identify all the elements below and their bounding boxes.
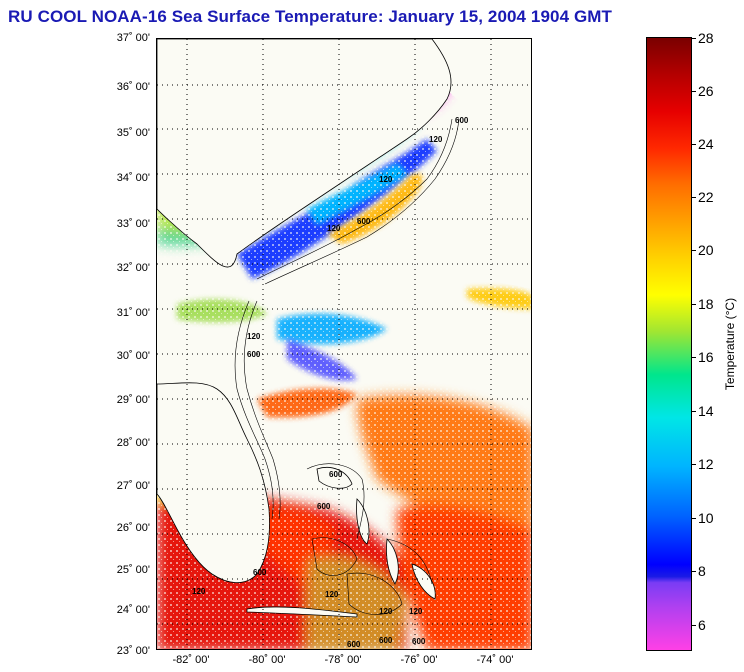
contour-label: 120: [379, 175, 393, 184]
contour-label: 600: [329, 470, 343, 479]
colorbar-tick: [691, 357, 696, 358]
lat-label: 32˚ 00': [116, 262, 150, 274]
lat-label: 24˚ 00': [116, 604, 150, 616]
colorbar-label: 20: [698, 242, 714, 258]
sst-map[interactable]: 600 120 120 600 120 120 600 600 600 120 …: [156, 38, 532, 650]
contour-label: 600: [347, 640, 361, 649]
colorbar-label: 8: [698, 563, 706, 579]
contour-label: 120: [325, 590, 339, 599]
contour-label: 120: [247, 332, 261, 341]
lon-label: -80˚ 00': [248, 654, 286, 666]
lat-label: 31˚ 00': [116, 307, 150, 319]
map-title: RU COOL NOAA-16 Sea Surface Temperature:…: [8, 7, 613, 26]
contour-label: 120: [429, 135, 443, 144]
colorbar-label: 24: [698, 136, 714, 152]
grid-lines: [157, 39, 531, 649]
coastline: [157, 39, 452, 584]
colorbar-tick: [691, 304, 696, 305]
colorbar-tick: [691, 411, 696, 412]
sst-map-image: 600 120 120 600 120 120 600 600 600 120 …: [157, 39, 531, 649]
contour-label: 600: [412, 637, 426, 646]
lat-label: 27˚ 00': [116, 480, 150, 492]
colorbar-unit-label: Temperature (°C): [723, 297, 737, 391]
colorbar-tick: [691, 144, 696, 145]
colorbar-label: 16: [698, 349, 714, 365]
lat-label: 25˚ 00': [116, 564, 150, 576]
lat-label: 37˚ 00': [116, 32, 150, 44]
colorbar-label: 6: [698, 617, 706, 633]
lat-label: 29˚ 00': [116, 394, 150, 406]
contour-label: 120: [192, 587, 206, 596]
colorbar-label: 14: [698, 403, 714, 419]
contour-label: 120: [409, 607, 423, 616]
lon-label: -78˚ 00': [324, 654, 362, 666]
lat-label: 34˚ 00': [116, 172, 150, 184]
lat-label: 30˚ 00': [116, 350, 150, 362]
lon-label: -76˚ 00': [400, 654, 438, 666]
contour-label: 600: [317, 502, 331, 511]
bathymetry-contours: [234, 118, 460, 615]
colorbar-tick: [691, 625, 696, 626]
lat-label: 23˚ 00': [116, 645, 150, 657]
colorbar-tick: [691, 518, 696, 519]
lon-label: -74˚ 00': [476, 654, 514, 666]
lon-label: -82˚ 00': [172, 654, 210, 666]
colorbar-tick: [691, 38, 696, 39]
colorbar-label: 22: [698, 189, 714, 205]
colorbar-tick: [691, 571, 696, 572]
colorbar-label: 10: [698, 510, 714, 526]
contour-label: 600: [379, 636, 393, 645]
colorbar-label: 12: [698, 456, 714, 472]
lat-label: 28˚ 00': [116, 437, 150, 449]
contour-label: 120: [379, 607, 393, 616]
lat-label: 36˚ 00': [116, 81, 150, 93]
contour-label: 600: [247, 350, 261, 359]
islands: [246, 467, 436, 618]
colorbar-tick: [691, 91, 696, 92]
contour-label: 600: [357, 217, 371, 226]
colorbar-label: 26: [698, 83, 714, 99]
lat-label: 26˚ 00': [116, 522, 150, 534]
contour-labels: 600 120 120 600 120 120 600 600 600 120 …: [192, 116, 469, 649]
colorbar-label: 28: [698, 30, 714, 46]
contour-label: 120: [327, 224, 341, 233]
colorbar-tick: [691, 197, 696, 198]
contour-label: 600: [253, 568, 267, 577]
colorbar-label: 18: [698, 296, 714, 312]
temperature-colorbar: [646, 37, 692, 651]
contour-label: 600: [455, 116, 469, 125]
colorbar-tick: [691, 250, 696, 251]
lat-label: 35˚ 00': [116, 127, 150, 139]
colorbar-tick: [691, 464, 696, 465]
lat-label: 33˚ 00': [116, 218, 150, 230]
